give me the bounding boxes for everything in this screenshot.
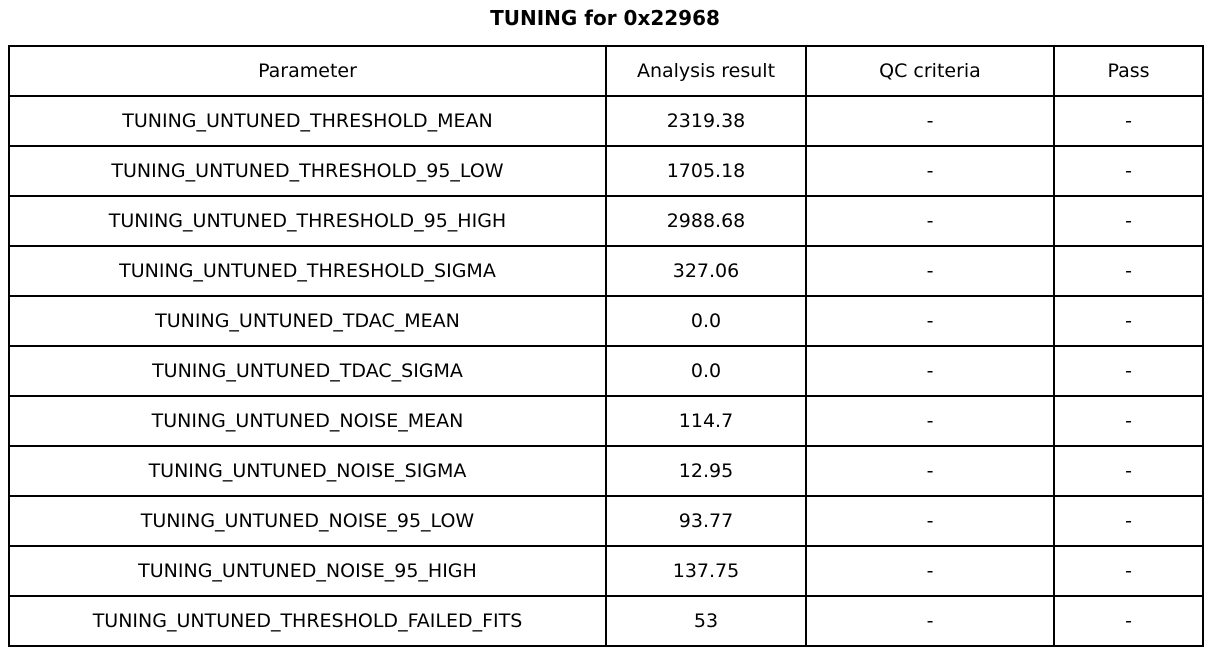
- cell-pass: -: [1053, 95, 1204, 147]
- table-row: TUNING_UNTUNED_TDAC_SIGMA 0.0- -: [8, 345, 1204, 397]
- cell-pass: -: [1053, 245, 1204, 297]
- cell-analysis-result: 53: [605, 595, 807, 647]
- qc-results-table: Parameter Analysis result QC criteria Pa…: [8, 45, 1204, 647]
- cell-parameter: TUNING_UNTUNED_THRESHOLD_FAILED_FITS: [8, 595, 607, 647]
- cell-pass: -: [1053, 595, 1204, 647]
- cell-parameter: TUNING_UNTUNED_THRESHOLD_MEAN: [8, 95, 607, 147]
- cell-pass: -: [1053, 495, 1204, 547]
- cell-pass: -: [1053, 445, 1204, 497]
- cell-parameter: TUNING_UNTUNED_THRESHOLD_95_HIGH: [8, 195, 607, 247]
- cell-qc-criteria: -: [805, 95, 1055, 147]
- cell-parameter: TUNING_UNTUNED_THRESHOLD_95_LOW: [8, 145, 607, 197]
- table-header-row: Parameter Analysis result QC criteria Pa…: [8, 45, 1204, 97]
- table-row: TUNING_UNTUNED_NOISE_SIGMA 12.95- -: [8, 445, 1204, 497]
- table-body: TUNING_UNTUNED_THRESHOLD_MEAN 2319.38- - TU…: [8, 95, 1204, 647]
- cell-qc-criteria: -: [805, 195, 1055, 247]
- cell-parameter: TUNING_UNTUNED_TDAC_SIGMA: [8, 345, 607, 397]
- cell-pass: -: [1053, 345, 1204, 397]
- table-row: TUNING_UNTUNED_THRESHOLD_95_LOW 1705.18- -: [8, 145, 1204, 197]
- cell-qc-criteria: -: [805, 595, 1055, 647]
- cell-parameter: TUNING_UNTUNED_NOISE_95_LOW: [8, 495, 607, 547]
- table-row: TUNING_UNTUNED_NOISE_MEAN 114.7- -: [8, 395, 1204, 447]
- table-row: TUNING_UNTUNED_THRESHOLD_FAILED_FITS 53- -: [8, 595, 1204, 647]
- cell-analysis-result: 2988.68: [605, 195, 807, 247]
- cell-parameter: TUNING_UNTUNED_NOISE_MEAN: [8, 395, 607, 447]
- cell-qc-criteria: -: [805, 345, 1055, 397]
- table-row: TUNING_UNTUNED_NOISE_95_LOW 93.77- -: [8, 495, 1204, 547]
- cell-pass: -: [1053, 295, 1204, 347]
- column-header-parameter: Parameter: [8, 45, 607, 97]
- cell-qc-criteria: -: [805, 445, 1055, 497]
- cell-parameter: TUNING_UNTUNED_TDAC_MEAN: [8, 295, 607, 347]
- cell-pass: -: [1053, 145, 1204, 197]
- cell-qc-criteria: -: [805, 545, 1055, 597]
- cell-analysis-result: 12.95: [605, 445, 807, 497]
- cell-qc-criteria: -: [805, 395, 1055, 447]
- cell-pass: -: [1053, 545, 1204, 597]
- cell-parameter: TUNING_UNTUNED_THRESHOLD_SIGMA: [8, 245, 607, 297]
- figure-title: TUNING for 0x22968: [490, 6, 720, 30]
- column-header-analysis-result: Analysis result: [605, 45, 807, 97]
- table-row: TUNING_UNTUNED_THRESHOLD_SIGMA 327.06- -: [8, 245, 1204, 297]
- cell-qc-criteria: -: [805, 145, 1055, 197]
- cell-pass: -: [1053, 195, 1204, 247]
- table-row: TUNING_UNTUNED_THRESHOLD_MEAN 2319.38- -: [8, 95, 1204, 147]
- cell-analysis-result: 2319.38: [605, 95, 807, 147]
- cell-qc-criteria: -: [805, 245, 1055, 297]
- cell-analysis-result: 1705.18: [605, 145, 807, 197]
- table-row: TUNING_UNTUNED_NOISE_95_HIGH 137.75- -: [8, 545, 1204, 597]
- cell-qc-criteria: -: [805, 495, 1055, 547]
- table-row: TUNING_UNTUNED_THRESHOLD_95_HIGH 2988.68-…: [8, 195, 1204, 247]
- cell-analysis-result: 93.77: [605, 495, 807, 547]
- cell-analysis-result: 0.0: [605, 295, 807, 347]
- cell-parameter: TUNING_UNTUNED_NOISE_SIGMA: [8, 445, 607, 497]
- cell-analysis-result: 114.7: [605, 395, 807, 447]
- cell-analysis-result: 137.75: [605, 545, 807, 597]
- column-header-qc-criteria: QC criteria: [805, 45, 1055, 97]
- column-header-pass: Pass: [1053, 45, 1204, 97]
- cell-qc-criteria: -: [805, 295, 1055, 347]
- cell-parameter: TUNING_UNTUNED_NOISE_95_HIGH: [8, 545, 607, 597]
- table-row: TUNING_UNTUNED_TDAC_MEAN 0.0- -: [8, 295, 1204, 347]
- cell-pass: -: [1053, 395, 1204, 447]
- cell-analysis-result: 327.06: [605, 245, 807, 297]
- cell-analysis-result: 0.0: [605, 345, 807, 397]
